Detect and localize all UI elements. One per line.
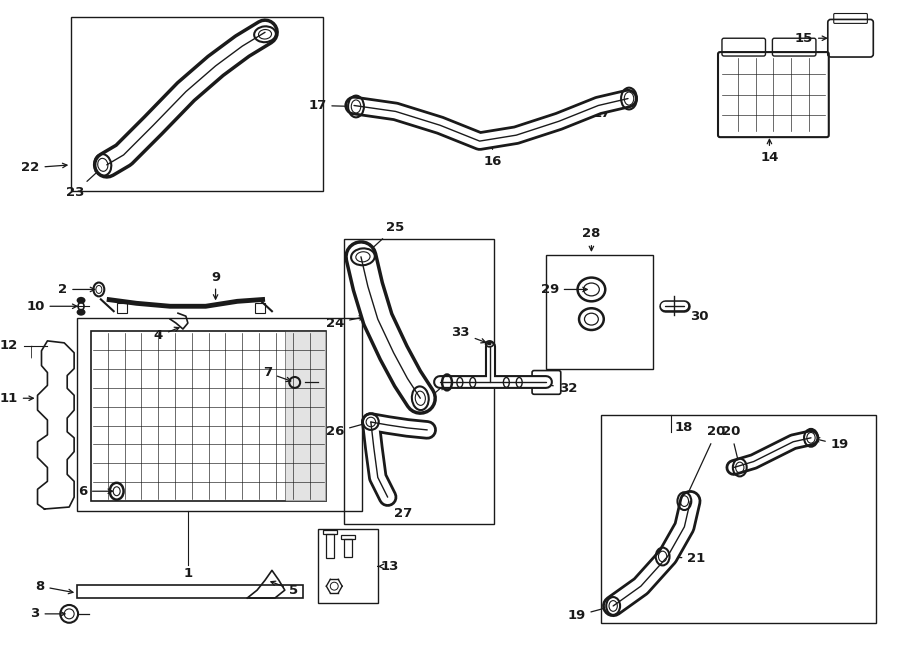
Ellipse shape xyxy=(488,342,491,345)
Text: 15: 15 xyxy=(795,32,826,45)
Ellipse shape xyxy=(76,309,86,316)
Text: 8: 8 xyxy=(35,580,73,594)
Text: 30: 30 xyxy=(679,307,709,323)
Text: 3: 3 xyxy=(31,607,65,621)
Text: 20: 20 xyxy=(722,426,741,463)
Bar xyxy=(344,539,352,557)
Text: 19: 19 xyxy=(815,438,849,451)
Text: 25: 25 xyxy=(366,221,404,254)
Text: 4: 4 xyxy=(154,327,179,342)
Text: 27: 27 xyxy=(382,500,412,520)
Bar xyxy=(255,303,265,313)
Text: 9: 9 xyxy=(211,270,220,299)
Text: 23: 23 xyxy=(66,170,100,199)
Bar xyxy=(91,331,327,501)
Bar xyxy=(284,331,327,501)
Text: 13: 13 xyxy=(378,560,399,573)
Text: 17: 17 xyxy=(593,100,626,120)
Text: 19: 19 xyxy=(567,606,609,623)
Bar xyxy=(601,415,877,623)
Bar xyxy=(117,303,127,313)
Text: 12: 12 xyxy=(0,339,18,352)
Bar xyxy=(319,529,378,603)
Bar xyxy=(71,17,323,190)
Bar xyxy=(327,533,334,559)
Text: 21: 21 xyxy=(667,552,706,565)
Bar xyxy=(344,239,494,524)
Bar xyxy=(323,530,338,533)
Text: 23: 23 xyxy=(229,38,262,61)
Text: 14: 14 xyxy=(760,139,778,164)
Text: 18: 18 xyxy=(674,422,693,434)
Bar xyxy=(546,255,652,369)
Text: 7: 7 xyxy=(263,366,291,381)
Ellipse shape xyxy=(76,297,86,304)
Text: 26: 26 xyxy=(326,422,367,438)
Text: 29: 29 xyxy=(541,283,587,296)
Text: 22: 22 xyxy=(22,161,67,175)
Text: 11: 11 xyxy=(0,392,33,405)
Text: 2: 2 xyxy=(58,283,94,296)
Text: 17: 17 xyxy=(308,99,352,112)
Text: 24: 24 xyxy=(326,316,364,330)
Text: 28: 28 xyxy=(582,227,600,251)
Bar xyxy=(341,535,355,539)
Text: 16: 16 xyxy=(483,139,501,168)
Bar xyxy=(77,318,362,511)
Text: 10: 10 xyxy=(26,300,76,313)
Bar xyxy=(77,585,302,598)
Text: 5: 5 xyxy=(271,581,298,597)
Text: 31: 31 xyxy=(412,385,444,412)
Text: 20: 20 xyxy=(686,426,725,497)
Text: 6: 6 xyxy=(77,485,112,498)
Text: 1: 1 xyxy=(184,567,193,580)
Text: 33: 33 xyxy=(451,327,486,343)
Text: 32: 32 xyxy=(538,381,577,395)
